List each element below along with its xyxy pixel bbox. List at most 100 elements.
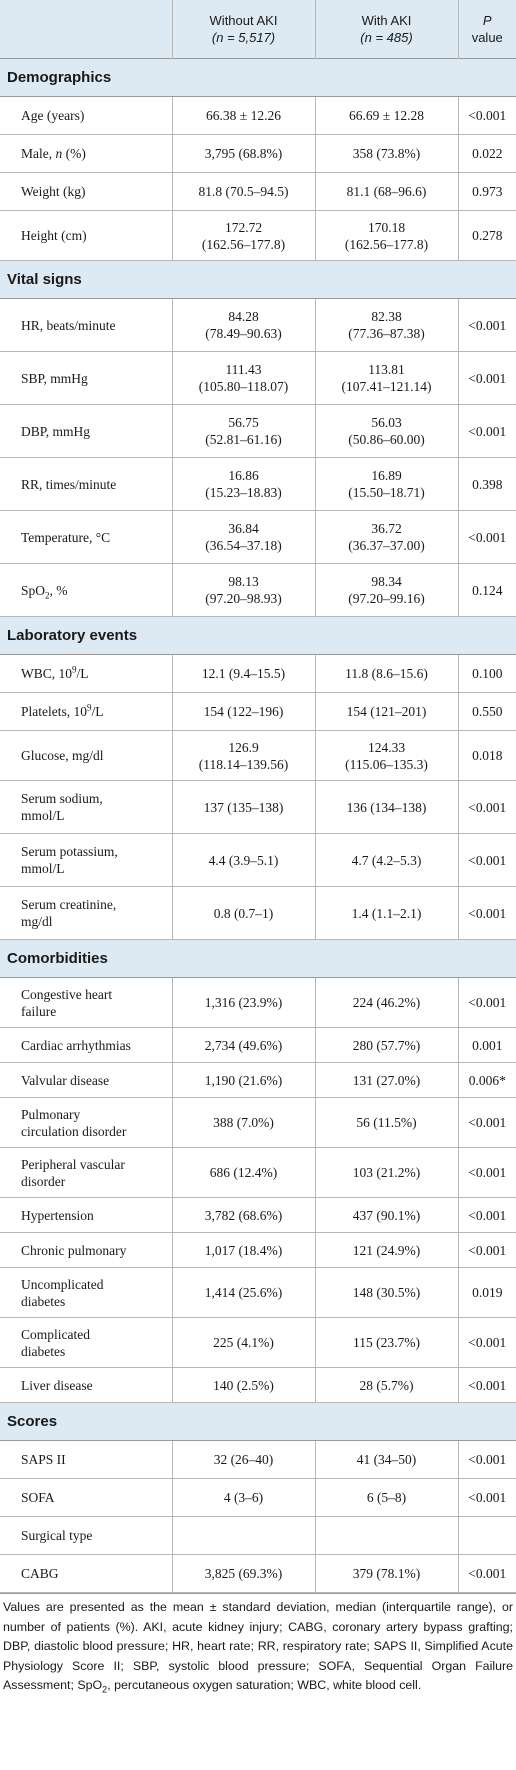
baseline-characteristics-table: Without AKI (n = 5,517) With AKI (n = 485)…	[0, 0, 516, 1593]
cell-p-value: 0.973	[457, 172, 516, 211]
cell-with-aki: 98.34 (97.20–99.16)	[314, 563, 458, 617]
cell-with-aki: 358 (73.8%)	[314, 134, 458, 173]
cell-with-aki: 437 (90.1%)	[314, 1197, 458, 1233]
row-label: Platelets, 109/L	[0, 692, 172, 731]
header-without-aki: Without AKI (n = 5,517)	[171, 0, 315, 59]
cell-p-value: 0.001	[457, 1027, 516, 1063]
cell-with-aki: 124.33 (115.06–135.3)	[314, 730, 458, 781]
cell-with-aki: 103 (21.2%)	[314, 1147, 458, 1198]
table-row: SpO2, % 98.13 (97.20–98.93) 98.34 (97.20–9…	[0, 563, 516, 617]
cell-with-aki: 81.1 (68–96.6)	[314, 172, 458, 211]
row-label: Valvular disease	[0, 1062, 172, 1098]
table-row: Platelets, 109/L 154 (122–196) 154 (121–…	[0, 692, 516, 731]
cell-with-aki: 4.7 (4.2–5.3)	[314, 833, 458, 887]
cell-without-aki	[171, 1516, 315, 1555]
cell-p-value: 0.022	[457, 134, 516, 173]
table-row: Male, n (%) 3,795 (68.8%) 358 (73.8%) 0.…	[0, 134, 516, 173]
cell-without-aki: 4.4 (3.9–5.1)	[171, 833, 315, 887]
cell-p-value: <0.001	[457, 1367, 516, 1403]
row-label: Congestive heart failure	[0, 977, 172, 1028]
section-demographics: Demographics	[0, 58, 516, 97]
cell-with-aki: 115 (23.7%)	[314, 1317, 458, 1368]
row-label: Weight (kg)	[0, 172, 172, 211]
row-label: Liver disease	[0, 1367, 172, 1403]
row-label: Serum creatinine, mg/dl	[0, 886, 172, 940]
cell-with-aki: 121 (24.9%)	[314, 1232, 458, 1268]
cell-without-aki: 111.43 (105.80–118.07)	[171, 351, 315, 405]
cell-p-value: <0.001	[457, 886, 516, 940]
cell-p-value: 0.019	[457, 1267, 516, 1318]
row-label: Height (cm)	[0, 210, 172, 261]
cell-without-aki: 66.38 ± 12.26	[171, 96, 315, 135]
cell-without-aki: 16.86 (15.23–18.83)	[171, 457, 315, 511]
table-row: Temperature, °C 36.84 (36.54–37.18) 36.72…	[0, 510, 516, 564]
row-label: Peripheral vascular disorder	[0, 1147, 172, 1198]
cell-p-value: 0.100	[457, 654, 516, 693]
cell-p-value: 0.278	[457, 210, 516, 261]
row-label: Pulmonary circulation disorder	[0, 1097, 172, 1148]
section-vital-signs: Vital signs	[0, 260, 516, 299]
table-row: Complicated diabetes 225 (4.1%) 115 (23.7…	[0, 1317, 516, 1368]
table-row: Serum potassium, mmol/L 4.4 (3.9–5.1) 4.7…	[0, 833, 516, 887]
cell-with-aki: 82.38 (77.36–87.38)	[314, 298, 458, 352]
table-row: CABG 3,825 (69.3%) 379 (78.1%) <0.001	[0, 1554, 516, 1593]
row-label: Temperature, °C	[0, 510, 172, 564]
table-row: Height (cm) 172.72 (162.56–177.8) 170.18(…	[0, 210, 516, 261]
cell-without-aki: 32 (26–40)	[171, 1440, 315, 1479]
cell-without-aki: 3,782 (68.6%)	[171, 1197, 315, 1233]
cell-with-aki: 6 (5–8)	[314, 1478, 458, 1517]
cell-with-aki: 28 (5.7%)	[314, 1367, 458, 1403]
cell-without-aki: 1,190 (21.6%)	[171, 1062, 315, 1098]
cell-with-aki: 131 (27.0%)	[314, 1062, 458, 1098]
row-label: SOFA	[0, 1478, 172, 1517]
cell-p-value: <0.001	[457, 1440, 516, 1479]
section-scores: Scores	[0, 1402, 516, 1441]
table-row: Serum creatinine, mg/dl 0.8 (0.7–1) 1.4 (…	[0, 886, 516, 940]
cell-without-aki: 225 (4.1%)	[171, 1317, 315, 1368]
cell-without-aki: 686 (12.4%)	[171, 1147, 315, 1198]
table-row: Pulmonary circulation disorder 388 (7.0%)…	[0, 1097, 516, 1148]
cell-with-aki: 56 (11.5%)	[314, 1097, 458, 1148]
header-with-aki: With AKI (n = 485)	[314, 0, 458, 59]
cell-p-value: <0.001	[457, 833, 516, 887]
cell-p-value: 0.398	[457, 457, 516, 511]
cell-without-aki: 1,414 (25.6%)	[171, 1267, 315, 1318]
table-row: Peripheral vascular disorder 686 (12.4%) …	[0, 1147, 516, 1198]
cell-p-value: <0.001	[457, 351, 516, 405]
cell-p-value: <0.001	[457, 1147, 516, 1198]
table-row: Age (years) 66.38 ± 12.26 66.69 ± 12.28 …	[0, 96, 516, 135]
row-label: Complicated diabetes	[0, 1317, 172, 1368]
cell-without-aki: 56.75 (52.81–61.16)	[171, 404, 315, 458]
cell-with-aki: 154 (121–201)	[314, 692, 458, 731]
cell-with-aki: 1.4 (1.1–2.1)	[314, 886, 458, 940]
cell-p-value: <0.001	[457, 1554, 516, 1593]
row-label: Serum sodium, mmol/L	[0, 780, 172, 834]
table-row: Uncomplicated diabetes 1,414 (25.6%) 148 …	[0, 1267, 516, 1318]
table-row: SAPS II 32 (26–40) 41 (34–50) <0.001	[0, 1440, 516, 1479]
cell-with-aki: 11.8 (8.6–15.6)	[314, 654, 458, 693]
table-row: Weight (kg) 81.8 (70.5–94.5) 81.1 (68–96…	[0, 172, 516, 211]
row-label: Chronic pulmonary	[0, 1232, 172, 1268]
cell-p-value: 0.006*	[457, 1062, 516, 1098]
cell-without-aki: 36.84 (36.54–37.18)	[171, 510, 315, 564]
row-label: SpO2, %	[0, 563, 172, 617]
row-label: Male, n (%)	[0, 134, 172, 173]
table-row: Congestive heart failure 1,316 (23.9%) 22…	[0, 977, 516, 1028]
cell-without-aki: 81.8 (70.5–94.5)	[171, 172, 315, 211]
cell-without-aki: 1,316 (23.9%)	[171, 977, 315, 1028]
row-label: SBP, mmHg	[0, 351, 172, 405]
row-label: SAPS II	[0, 1440, 172, 1479]
cell-with-aki: 224 (46.2%)	[314, 977, 458, 1028]
cell-p-value: <0.001	[457, 780, 516, 834]
cell-p-value: 0.018	[457, 730, 516, 781]
header-row: Without AKI (n = 5,517) With AKI (n = 485)…	[0, 0, 516, 59]
table-row: SBP, mmHg 111.43 (105.80–118.07) 113.81 (1…	[0, 351, 516, 405]
cell-p-value: 0.550	[457, 692, 516, 731]
cell-p-value: <0.001	[457, 96, 516, 135]
cell-without-aki: 2,734 (49.6%)	[171, 1027, 315, 1063]
cell-p-value	[457, 1516, 516, 1555]
cell-without-aki: 0.8 (0.7–1)	[171, 886, 315, 940]
table-row: HR, beats/minute 84.28 (78.49–90.63) 82.3…	[0, 298, 516, 352]
table-footnote: Values are presented as the mean ± stand…	[0, 1593, 516, 1696]
